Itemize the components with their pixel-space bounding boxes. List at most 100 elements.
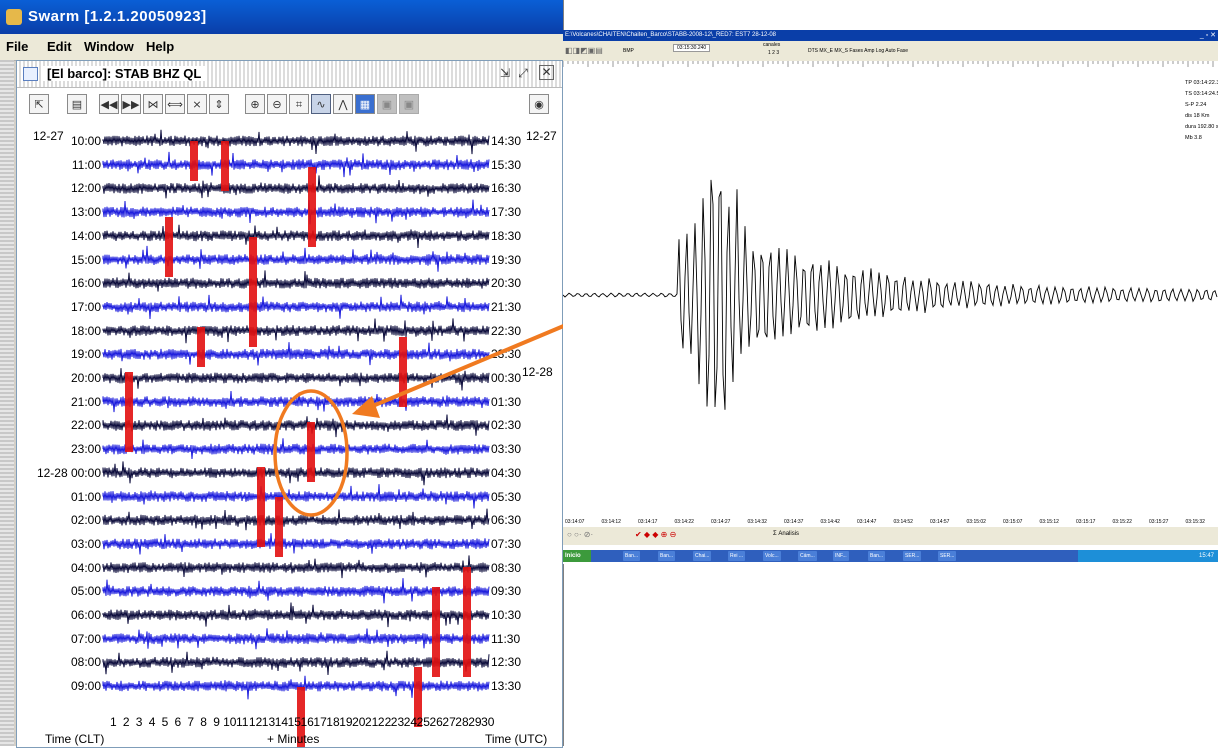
right-time-label: 19:30 (491, 252, 522, 267)
helicorder-titlebar[interactable]: [El barco]: STAB BHZ QL ⇲ ⤢ ✕ (17, 61, 562, 88)
analisis-button[interactable]: Σ Analisis (773, 531, 800, 537)
start-button[interactable]: Inicio (563, 550, 591, 562)
minutes-label: + Minutes (267, 732, 320, 746)
clip-icon[interactable]: ⌗ (289, 94, 309, 114)
pick-readout: TP 03:14:22.320 TS 03:14:24.560 S-P 2.24… (1185, 78, 1218, 144)
date-label-left: 12-27 (33, 129, 64, 143)
helicorder-svg (102, 129, 490, 747)
trigger-marker (308, 167, 316, 247)
time-tick-label: 03:14:57 (930, 519, 950, 525)
taskbar-item[interactable]: Ban... (658, 551, 676, 561)
trace-titlebar[interactable]: E:\Volcanes\CHAITEN\Chaiten_Barco\STABB-… (563, 30, 1218, 41)
helicorder-row-trace (102, 414, 490, 438)
minute-label: 28 (455, 715, 469, 729)
helicorder-row-trace (102, 650, 490, 675)
swarm-titlebar[interactable]: Swarm [1.2.1.20050923] (0, 0, 563, 34)
helicorder-toolbar: ⇱ ▤ ◀◀ ▶▶ ⋈ ⟺ ⨯ ⇕ ⊕ ⊖ ⌗ ∿ ⋀ ▦ ▣ ▣ ◉ (17, 88, 562, 122)
date-label-right-mid: 12-28 (522, 365, 553, 379)
minute-label: 18 (326, 715, 340, 729)
trigger-marker (125, 372, 133, 452)
compress-x-icon[interactable]: ⋈ (143, 94, 163, 114)
left-time-label: 20:00 (70, 371, 101, 385)
bmp-check[interactable]: BMP (623, 48, 634, 54)
time-tick-label: 03:14:27 (711, 519, 731, 525)
menu-edit[interactable]: Edit (47, 39, 72, 54)
menu-help[interactable]: Help (146, 39, 175, 54)
helicorder-plot[interactable]: 10:00 11:00 12:00 13:00 14:00 15:00 16:00 17:00… (17, 127, 562, 747)
settings-icon[interactable]: ▤ (67, 94, 87, 114)
forward-icon[interactable]: ▶▶ (121, 94, 141, 114)
left-time-label: 21:00 (70, 394, 101, 409)
trace-window-controls-icon[interactable]: _ ▫ ✕ (1199, 32, 1216, 39)
time-tick-label: 03:14:32 (748, 519, 768, 525)
helicorder-row-trace (102, 438, 490, 459)
left-time-label: 16:00 (70, 276, 101, 291)
minute-label: 26 (429, 715, 443, 729)
system-tray: 15:47 (1078, 550, 1218, 562)
menu-window[interactable]: Window (84, 39, 134, 54)
zoom-in-icon[interactable]: ⊕ (245, 94, 265, 114)
minute-label: 12 (248, 715, 263, 729)
trigger-marker (432, 587, 440, 677)
minute-label: 21 (365, 715, 379, 729)
top-ruler (563, 61, 1214, 67)
dock-grip[interactable] (0, 60, 14, 746)
expand-x-icon[interactable]: ⟺ (165, 94, 185, 114)
close-icon[interactable]: ✕ (539, 65, 554, 80)
channel-radios[interactable]: 1 2 3 (768, 50, 780, 56)
right-time-label: 20:30 (491, 276, 522, 291)
helicorder-row-trace (102, 628, 490, 650)
taskbar-item[interactable]: INF... (833, 551, 849, 561)
windows-taskbar: Inicio Ban... Ban... Chai... Rei ... Volc...… (563, 550, 1218, 562)
playback-icons[interactable]: ○ ○· ⊘· (567, 530, 594, 539)
date-label-right-top: 12-27 (526, 129, 557, 143)
pick-marker-icons[interactable]: ✔ ◆ ◆ ⊕ ⊖ (635, 530, 677, 539)
time-tick-label: 03:14:17 (638, 519, 658, 525)
left-time-label: 10:00 (70, 134, 101, 148)
left-time-label: 12:00 (70, 181, 101, 196)
taskbar-item[interactable]: Ban... (623, 551, 641, 561)
taskbar-item[interactable]: SER... (938, 551, 957, 561)
taskbar-item[interactable]: Chai... (693, 551, 712, 561)
spectrogram-icon[interactable]: ▦ (355, 94, 375, 114)
minute-label: 4 (148, 715, 156, 729)
minute-label: 24 (403, 715, 418, 729)
trigger-marker (414, 667, 422, 727)
menu-file[interactable]: File (6, 39, 29, 54)
disabled-a-icon: ▣ (377, 94, 397, 114)
dock-button-icon[interactable]: ⇱ (29, 94, 49, 114)
swarm-title: Swarm [1.2.1.20050923] (28, 8, 207, 25)
helicorder-row-trace (102, 508, 490, 531)
trigger-marker (249, 237, 257, 347)
minute-label: 6 (174, 715, 182, 729)
wave-icon[interactable]: ∿ (311, 94, 331, 114)
taskbar-item[interactable]: Rei ... (728, 551, 746, 561)
expand-y-icon[interactable]: ⇕ (209, 94, 229, 114)
trace-time-field[interactable]: 03:15:30.240 (673, 44, 711, 52)
readout-mb: Mb 3.8 (1185, 135, 1202, 141)
spectra-icon[interactable]: ⋀ (333, 94, 353, 114)
taskbar-item[interactable]: Cám... (798, 551, 817, 561)
maximize-icon[interactable]: ⤢ (518, 66, 528, 80)
taskbar-item[interactable]: SER... (903, 551, 922, 561)
trace-options-checks[interactable]: DTS MX_E MX_S Fases Amp Log Auto Fase (808, 48, 909, 54)
trace-toolbar: ◧◨◩▣▤ BMP 03:15:30.240 canales 1 2 3 DTS… (563, 41, 1218, 61)
left-time-label: 23:00 (70, 442, 101, 457)
trace-tool-icons[interactable]: ◧◨◩▣▤ (565, 46, 603, 55)
back-icon[interactable]: ◀◀ (99, 94, 119, 114)
helicorder-row-trace (102, 555, 490, 579)
left-time-label: 03:00 (70, 536, 101, 551)
zoom-out-icon[interactable]: ⊖ (267, 94, 287, 114)
minute-label: 30 (481, 715, 495, 729)
helicorder-row-trace (102, 461, 490, 486)
taskbar-item[interactable]: Ban... (868, 551, 886, 561)
camera-icon[interactable]: ◉ (529, 94, 549, 114)
helicorder-row-trace (102, 391, 490, 413)
seismogram-trace (563, 179, 1218, 410)
compress-y-icon[interactable]: ⨯ (187, 94, 207, 114)
minimize-icon[interactable]: ⇲ (499, 66, 511, 80)
readout-ts: TS 03:14:24.560 (1185, 91, 1218, 97)
taskbar-item[interactable]: Volc... (763, 551, 781, 561)
right-time-label: 01:30 (491, 394, 522, 409)
helicorder-row-trace (102, 675, 490, 700)
